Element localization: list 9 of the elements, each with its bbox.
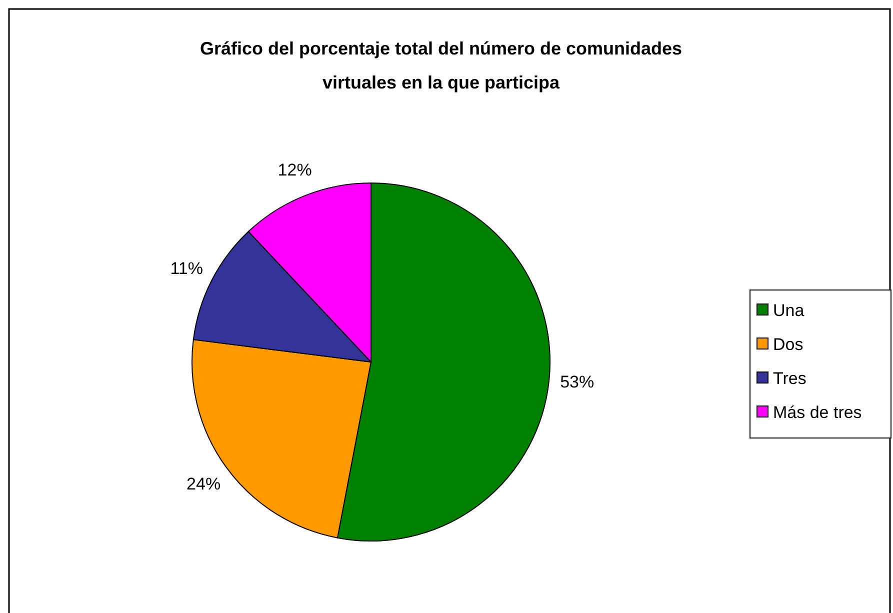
legend-label: Dos — [773, 334, 804, 354]
data-label: 53% — [560, 372, 594, 392]
legend-label: Más de tres — [773, 402, 862, 422]
data-label: 12% — [278, 160, 312, 180]
legend-label: Una — [773, 300, 805, 320]
legend-label: Tres — [773, 368, 806, 388]
data-label: 11% — [170, 258, 203, 278]
chart-title: Gráfico del porcentaje total del número de comunidades virtuales en la que participa — [200, 38, 682, 92]
data-label: 24% — [186, 474, 221, 494]
